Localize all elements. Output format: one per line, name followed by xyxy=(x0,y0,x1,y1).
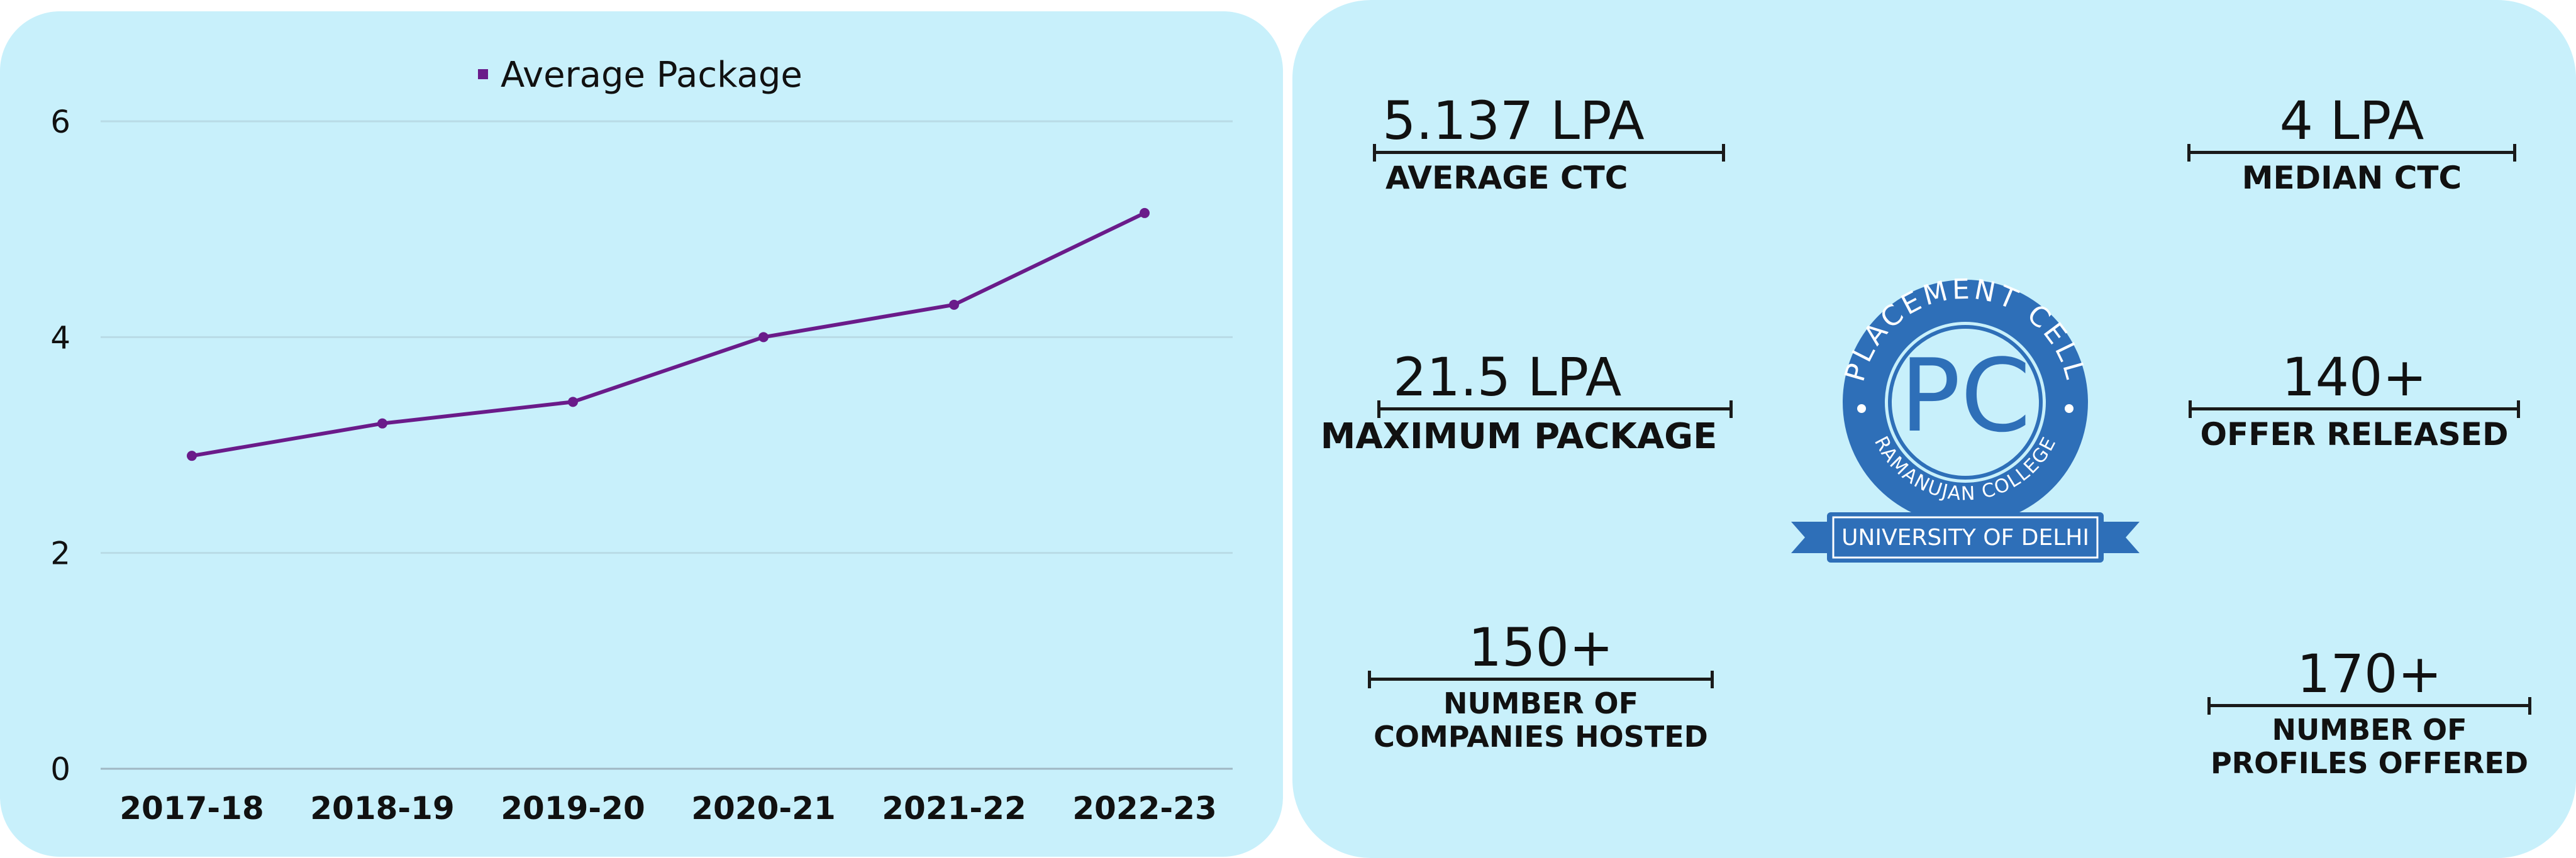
logo-banner xyxy=(1827,512,2104,563)
chart-gridlines xyxy=(101,120,1233,770)
series-line xyxy=(191,211,1146,458)
y-tick-label: 4 xyxy=(50,319,70,356)
line-chart: 0 2 4 6 2017-18 2018-19 2019-20 2020-21 2021-22… xyxy=(50,55,1233,827)
stat-label-line2: PROFILES OFFERED xyxy=(2210,745,2529,780)
stat-divider xyxy=(1377,400,1733,418)
stat-median-ctc: 4 LPA MEDIAN CTC xyxy=(2187,94,2516,197)
y-tick-label: 0 xyxy=(50,751,70,788)
stat-divider xyxy=(1368,671,1714,688)
chart-panel: 0 2 4 6 2017-18 2018-19 2019-20 2020-21 2021-22… xyxy=(0,11,1283,857)
chart-series xyxy=(187,207,1150,461)
x-axis-ticks: 2017-18 2018-19 2019-20 2020-21 2021-22 2022-… xyxy=(119,790,1217,827)
stat-label: AVERAGE CTC xyxy=(1385,160,1628,196)
stat-divider xyxy=(1373,144,1725,162)
data-point xyxy=(949,299,959,310)
x-tick-label: 2020-21 xyxy=(691,790,836,827)
logo-ring-line xyxy=(1888,325,2043,480)
data-point xyxy=(377,418,387,429)
stat-companies-hosted: 150+ NUMBER OF COMPANIES HOSTED xyxy=(1368,621,1714,754)
stat-label-line2: COMPANIES HOSTED xyxy=(1374,719,1708,754)
x-tick-label: 2022-23 xyxy=(1072,790,1217,827)
x-tick-label: 2017-18 xyxy=(119,790,264,827)
x-tick-label: 2018-19 xyxy=(310,790,455,827)
y-tick-label: 6 xyxy=(50,104,70,140)
data-point xyxy=(568,397,578,407)
stat-value: 4 LPA xyxy=(2279,90,2424,151)
data-point xyxy=(758,332,769,343)
stat-value: 170+ xyxy=(2297,643,2442,705)
legend-swatch xyxy=(478,69,488,79)
stat-profiles-offered: 170+ NUMBER OF PROFILES OFFERED xyxy=(2207,647,2531,780)
logo-banner-text: UNIVERSITY OF DELHI xyxy=(1841,525,2089,551)
logo-ring-inner xyxy=(1885,322,2046,483)
chart-legend: Average Package xyxy=(478,55,802,96)
logo-dot-right xyxy=(2065,404,2074,413)
stat-divider xyxy=(2187,144,2516,162)
stat-label: MAXIMUM PACKAGE xyxy=(1320,416,1718,457)
stat-value: 21.5 LPA xyxy=(1393,346,1622,408)
placement-cell-logo: PLACEMENT CELL RAMANUJAN COLLEGE PC UNIV… xyxy=(1791,277,2140,563)
data-point xyxy=(187,451,197,461)
legend-label: Average Package xyxy=(501,55,802,96)
stat-max-package: 21.5 LPA MAXIMUM PACKAGE xyxy=(1305,351,1733,457)
stat-value: 5.137 LPA xyxy=(1382,90,1645,151)
stat-divider xyxy=(2207,697,2531,715)
x-tick-label: 2021-22 xyxy=(882,790,1026,827)
stat-label: OFFER RELEASED xyxy=(2200,416,2509,453)
y-axis-ticks: 0 2 4 6 xyxy=(50,104,70,788)
logo-monogram: PC xyxy=(1900,337,2031,454)
stat-label-line1: NUMBER OF xyxy=(2272,713,2467,747)
stat-divider xyxy=(2189,400,2520,418)
data-point xyxy=(1140,207,1150,218)
stat-value: 140+ xyxy=(2282,346,2427,408)
stat-value: 150+ xyxy=(1468,617,1614,678)
stat-label-line1: NUMBER OF xyxy=(1443,686,1639,720)
x-tick-label: 2019-20 xyxy=(501,790,645,827)
logo-dot-left xyxy=(1857,404,1866,413)
stat-offers-released: 140+ OFFER RELEASED xyxy=(2189,351,2520,453)
y-tick-label: 2 xyxy=(50,536,70,572)
logo-banner-inner xyxy=(1832,516,2099,559)
stat-average-ctc: 5.137 LPA AVERAGE CTC xyxy=(1373,94,1725,197)
stat-label: MEDIAN CTC xyxy=(2241,160,2462,196)
